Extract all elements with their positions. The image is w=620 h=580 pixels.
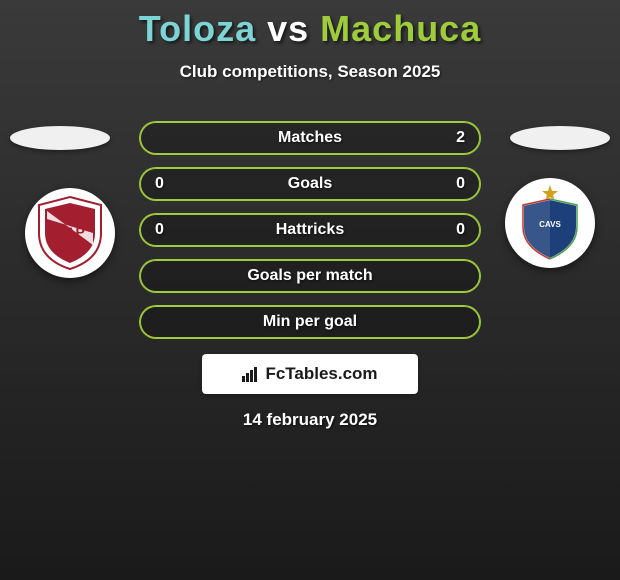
player1-name: Toloza (139, 8, 256, 49)
stat-label: Goals per match (185, 267, 435, 285)
bar-chart-icon (242, 367, 257, 382)
flag-left (10, 126, 110, 150)
page-title: Toloza vs Machuca (0, 0, 620, 50)
stat-row-hattricks: 0 Hattricks 0 (140, 214, 480, 246)
fctables-logo[interactable]: FcTables.com (202, 354, 418, 394)
stat-label: Goals (185, 175, 435, 193)
stat-label: Hattricks (185, 221, 435, 239)
stat-left-val: 0 (155, 175, 185, 193)
stat-row-matches: Matches 2 (140, 122, 480, 154)
svg-text:CAP: CAP (55, 224, 85, 240)
flag-right (510, 126, 610, 150)
crest-right: CAVS (505, 178, 595, 268)
stat-row-mpg: Min per goal (140, 306, 480, 338)
player2-name: Machuca (320, 8, 481, 49)
stat-row-goals: 0 Goals 0 (140, 168, 480, 200)
stat-left-val: 0 (155, 221, 185, 239)
subtitle: Club competitions, Season 2025 (0, 62, 620, 82)
stat-row-gpm: Goals per match (140, 260, 480, 292)
stat-label: Min per goal (185, 313, 435, 331)
crest-left: CAP (25, 188, 115, 278)
svg-text:CAVS: CAVS (539, 220, 561, 229)
date-label: 14 february 2025 (243, 410, 377, 430)
vs-label: vs (267, 8, 309, 49)
stat-right-val: 0 (435, 221, 465, 239)
fctables-label: FcTables.com (265, 364, 377, 384)
stat-label: Matches (185, 129, 435, 147)
shield-right-icon: CAVS (513, 183, 587, 263)
stat-right-val: 0 (435, 175, 465, 193)
shield-left-icon: CAP (33, 193, 107, 273)
stats-container: Matches 2 0 Goals 0 0 Hattricks 0 Goals … (140, 122, 480, 352)
stat-right-val: 2 (435, 129, 465, 147)
